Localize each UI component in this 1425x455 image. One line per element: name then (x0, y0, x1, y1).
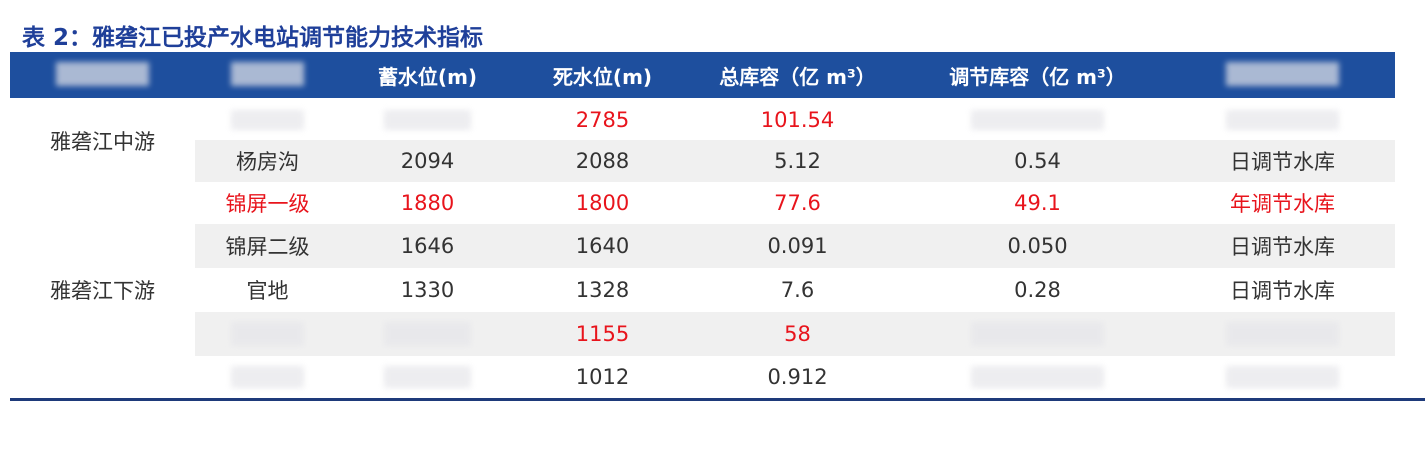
group-label: 雅砻江中游 (50, 130, 155, 154)
cell: 日调节水库 (1230, 279, 1335, 303)
cell: 1012 (575, 365, 630, 389)
illegible (56, 62, 149, 86)
cell: 锦屏二级 (225, 235, 310, 259)
row-background (195, 224, 1395, 268)
illegible (383, 322, 472, 346)
bottom-rule (10, 398, 1425, 401)
cell: 年调节水库 (1230, 192, 1335, 216)
illegible (971, 322, 1104, 346)
illegible (383, 366, 472, 388)
row-background (195, 140, 1395, 182)
cell: 2094 (400, 149, 455, 173)
cell: 1800 (575, 191, 630, 215)
cell: 官地 (246, 279, 289, 303)
group-label: 雅砻江下游 (50, 279, 155, 303)
cell: 1880 (400, 191, 455, 215)
cell: 锦屏一级 (225, 192, 310, 216)
header-cell: 死水位(m) (552, 64, 653, 89)
cell: 1328 (575, 278, 630, 302)
illegible (971, 110, 1104, 130)
cell: 日调节水库 (1230, 235, 1335, 259)
illegible (231, 322, 304, 346)
header-cell: 调节库容（亿 m³） (949, 64, 1126, 89)
header-cell: 蓄水位(m) (377, 64, 478, 89)
cell: 0.050 (1007, 234, 1068, 258)
cell: 0.28 (1014, 278, 1061, 302)
illegible (383, 110, 472, 130)
illegible (231, 366, 304, 388)
illegible (971, 366, 1104, 388)
cell: 0.912 (767, 365, 828, 389)
header-cell: 总库容（亿 m³） (719, 64, 876, 89)
illegible (1226, 366, 1339, 388)
cell: 0.091 (767, 234, 828, 258)
cell: 2785 (575, 108, 630, 132)
illegible (231, 62, 304, 86)
cell: 1646 (400, 234, 455, 258)
illegible (1226, 110, 1339, 130)
cell: 58 (784, 322, 811, 346)
cell: 7.6 (780, 278, 815, 302)
cell: 49.1 (1014, 191, 1061, 215)
illegible (231, 110, 304, 130)
cell: 杨房沟 (236, 150, 299, 174)
cell: 0.54 (1014, 149, 1061, 173)
cell: 2088 (575, 149, 630, 173)
cell: 1640 (575, 234, 630, 258)
cell: 101.54 (760, 108, 835, 132)
illegible (1226, 62, 1339, 86)
cell: 5.12 (774, 149, 821, 173)
illegible (1226, 322, 1339, 346)
cell: 日调节水库 (1230, 150, 1335, 174)
table-title: 表 2：雅砻江已投产水电站调节能力技术指标 (22, 25, 484, 51)
cell: 1155 (575, 322, 630, 346)
cell: 1330 (400, 278, 455, 302)
cell: 77.6 (774, 191, 821, 215)
